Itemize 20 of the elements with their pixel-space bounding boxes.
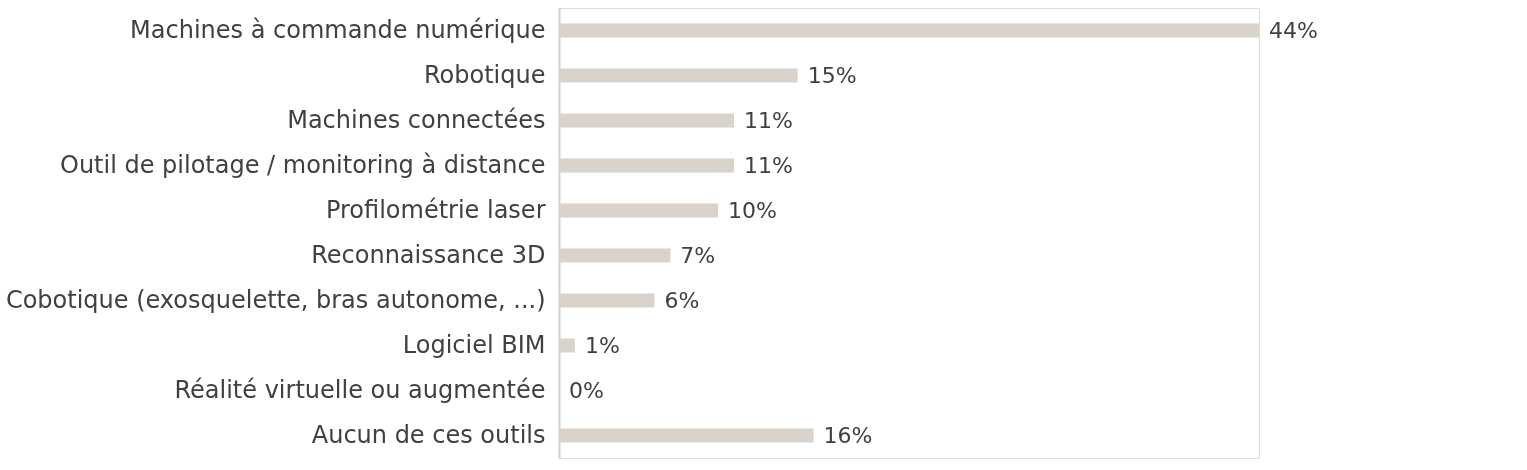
data-label: 11% (744, 107, 793, 133)
data-label: 7% (680, 242, 716, 268)
data-label: 44% (1269, 17, 1318, 43)
y-tick-label: Logiciel BIM (402, 330, 546, 359)
data-label: 11% (744, 152, 793, 178)
data-label: 0% (569, 377, 604, 403)
y-tick-label: Aucun de ces outils (311, 420, 546, 449)
y-tick-label: Cobotique (exosquelette, bras autonome, ...) (5, 285, 546, 314)
data-label: 16% (823, 422, 873, 448)
y-tick-label: Machines connectées (287, 105, 546, 134)
y-tick-label: Machines à commande numérique (130, 15, 546, 44)
y-tick-label: Réalité virtuelle ou augmentée (174, 375, 546, 404)
data-label: 10% (728, 197, 777, 223)
data-label: 1% (584, 332, 620, 358)
y-tick-label: Robotique (424, 60, 546, 89)
y-tick-label: Reconnaissance 3D (311, 240, 546, 269)
data-label: 15% (807, 62, 857, 88)
y-tick-label: Outil de pilotage / monitoring à distance (60, 150, 546, 179)
y-tick-label: Profilométrie laser (325, 195, 546, 224)
data-label: 6% (664, 287, 700, 313)
